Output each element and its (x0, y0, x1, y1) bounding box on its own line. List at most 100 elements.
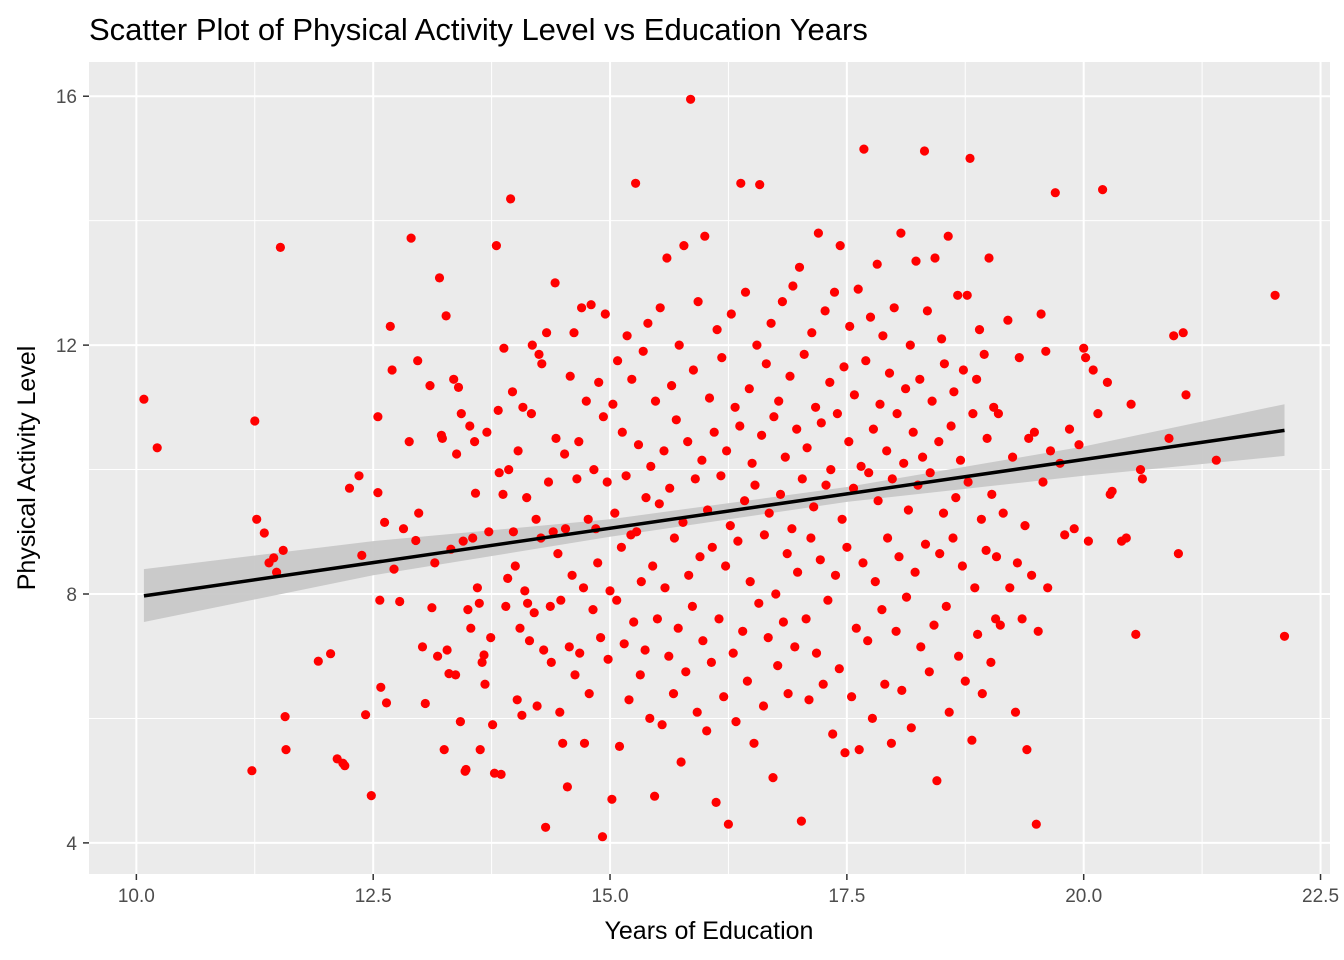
data-point (532, 701, 542, 711)
data-point (725, 521, 735, 531)
data-point (631, 178, 641, 188)
data-point (439, 745, 449, 755)
data-point (344, 483, 355, 493)
data-point (924, 667, 934, 677)
data-point (1074, 440, 1084, 450)
data-point (629, 617, 639, 627)
data-point (1098, 185, 1108, 195)
data-point (991, 552, 1002, 562)
data-point (1164, 433, 1174, 443)
data-point (747, 458, 757, 468)
y-tick-label: 16 (56, 87, 77, 108)
data-point (551, 433, 561, 443)
data-point (939, 359, 950, 369)
data-point (778, 617, 789, 627)
data-point (742, 676, 753, 686)
data-point (553, 549, 563, 559)
data-point (882, 446, 892, 456)
data-point (840, 748, 850, 758)
data-point (785, 371, 795, 381)
data-point (979, 349, 989, 359)
data-point (801, 614, 811, 624)
data-point (901, 384, 911, 394)
data-point (967, 735, 977, 745)
data-point (867, 713, 878, 724)
data-point (771, 589, 781, 599)
data-point (1020, 521, 1030, 531)
data-point (1024, 433, 1034, 443)
data-point (953, 290, 963, 300)
data-point (935, 549, 945, 559)
data-point (588, 605, 598, 615)
data-point (565, 371, 575, 381)
data-point (823, 595, 833, 605)
data-point (851, 623, 861, 633)
data-point (546, 657, 556, 668)
data-point (679, 241, 689, 251)
data-point (558, 738, 568, 748)
data-point (930, 253, 940, 263)
data-point (472, 583, 482, 593)
data-point (451, 670, 461, 680)
data-point (1008, 452, 1018, 462)
data-point (1135, 465, 1146, 475)
data-point (802, 443, 812, 453)
data-point (414, 508, 424, 518)
data-point (960, 676, 970, 686)
data-point (730, 402, 740, 412)
data-point (1017, 614, 1027, 624)
data-point (711, 797, 721, 808)
data-point (944, 707, 954, 717)
data-point (1173, 549, 1183, 559)
data-point (970, 583, 980, 593)
data-point (891, 626, 901, 636)
y-axis-ticks: 4 8 12 16 (56, 87, 89, 855)
data-point (468, 533, 478, 543)
data-point (868, 424, 879, 434)
x-axis-ticks: 10.0 12.5 15.0 17.5 20.0 22.5 (118, 874, 1339, 907)
data-point (820, 306, 830, 316)
data-point (1036, 309, 1046, 319)
data-point (610, 508, 620, 518)
data-point (723, 819, 734, 829)
data-point (919, 146, 930, 156)
data-point (848, 483, 859, 493)
data-point (602, 477, 612, 487)
data-point (908, 427, 918, 437)
data-point (508, 527, 518, 537)
data-point (381, 698, 392, 708)
data-point (698, 636, 708, 646)
data-point (684, 570, 694, 580)
data-point (763, 633, 773, 643)
data-point (488, 720, 498, 730)
data-point (755, 180, 765, 190)
data-point (562, 782, 573, 792)
data-point (688, 365, 699, 375)
data-point (768, 773, 778, 783)
data-point (375, 595, 385, 605)
data-point (523, 598, 533, 608)
x-tick-label: 22.5 (1302, 886, 1339, 907)
data-point (357, 550, 367, 561)
data-point (758, 701, 769, 711)
data-point (1181, 390, 1191, 400)
data-point (281, 745, 291, 755)
data-point (596, 633, 606, 643)
data-point (654, 499, 664, 509)
data-point (1079, 343, 1089, 353)
data-point (858, 558, 868, 568)
data-point (373, 412, 383, 422)
data-point (655, 303, 665, 313)
data-point (272, 567, 282, 577)
data-point (474, 598, 484, 608)
data-point (922, 306, 933, 316)
data-point (361, 710, 371, 720)
data-point (916, 642, 926, 652)
data-point (995, 620, 1005, 630)
data-point (977, 689, 987, 699)
data-point (794, 262, 805, 272)
data-point (1038, 477, 1048, 487)
data-point (465, 421, 475, 431)
data-point (427, 603, 437, 613)
data-point (721, 561, 731, 571)
